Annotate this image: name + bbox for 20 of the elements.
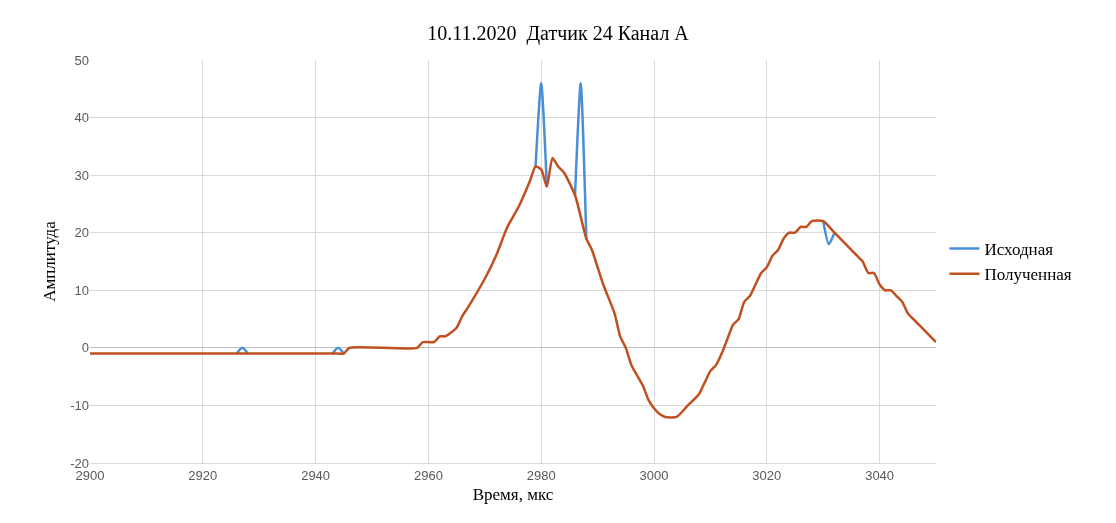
legend-label: Исходная (984, 240, 1054, 260)
x-tick-label: 2920 (188, 467, 218, 483)
y-axis-title: Амплитуда (39, 220, 59, 302)
x-tick-label: 2980 (526, 467, 556, 483)
y-tick-label: 50 (74, 52, 89, 68)
x-tick-label: 2960 (413, 467, 443, 483)
y-tick-label: 0 (81, 340, 89, 356)
y-tick-label: 20 (74, 225, 89, 241)
legend-label: Полученная (984, 265, 1072, 285)
chart-title: 10.11.2020 Датчик 24 Канал А (427, 22, 690, 46)
x-tick-label: 3000 (639, 467, 669, 483)
y-tick-label: -10 (70, 397, 89, 413)
y-tick-label: 30 (74, 167, 89, 183)
y-tick-label: 40 (74, 110, 89, 126)
y-tick-label: 10 (74, 282, 89, 298)
x-axis-title: Время, мкс (472, 485, 554, 504)
line-series (90, 156, 936, 419)
x-tick-label: 2940 (301, 467, 331, 483)
x-tick-label: 3040 (865, 467, 895, 483)
x-tick-label: 3020 (752, 467, 782, 483)
